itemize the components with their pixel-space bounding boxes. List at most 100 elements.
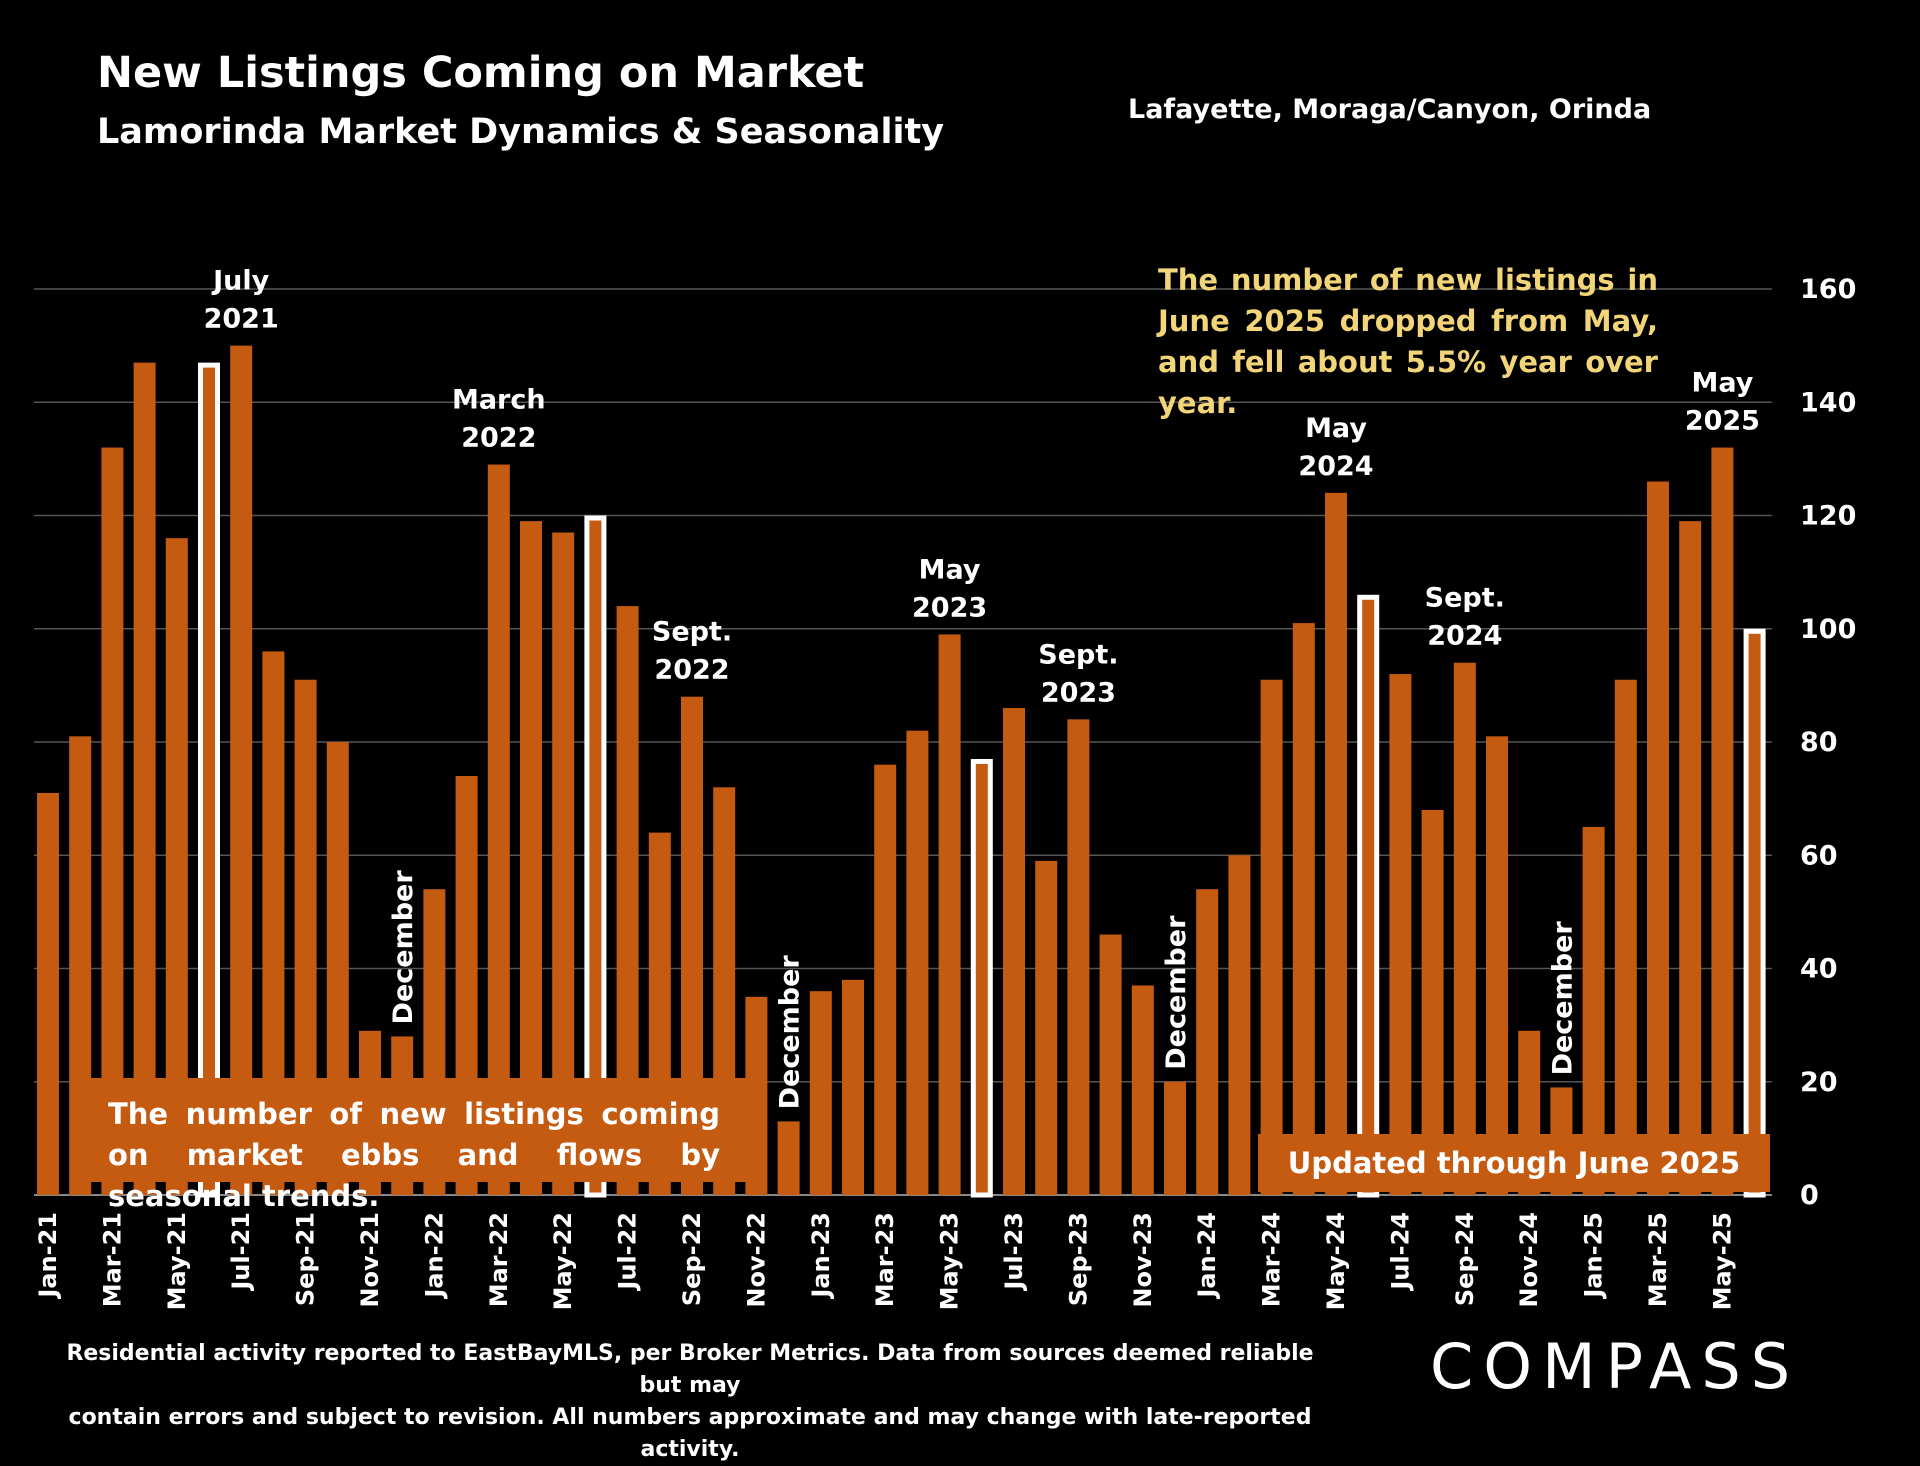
- bar: [1003, 708, 1025, 1195]
- bar-highlight: [1743, 628, 1766, 1198]
- x-tick-label: Jul-21: [227, 1212, 255, 1292]
- bar: [552, 532, 575, 1195]
- x-tick-label: Jan-24: [1193, 1212, 1221, 1300]
- bar: [133, 362, 156, 1195]
- x-tick-label: Jan-25: [1580, 1212, 1608, 1300]
- x-tick-label: Nov-21: [356, 1212, 384, 1308]
- y-tick-label: 160: [1800, 274, 1856, 305]
- footer-line-1: Residential activity reported to EastBay…: [66, 1341, 1314, 1398]
- bar: [681, 696, 703, 1195]
- seasonal-note: The number of new listings coming on mar…: [70, 1078, 750, 1213]
- bar: [487, 464, 510, 1196]
- bar: [1647, 481, 1669, 1195]
- x-tick-label: Nov-23: [1129, 1212, 1157, 1308]
- updated-note: Updated through June 2025: [1258, 1134, 1770, 1192]
- y-tick-label: 100: [1800, 614, 1856, 645]
- x-tick-label: Sep-24: [1451, 1212, 1479, 1306]
- x-tick-label: Sep-22: [678, 1212, 706, 1306]
- y-tick-label: 20: [1800, 1067, 1838, 1098]
- x-tick-label: Mar-21: [98, 1212, 126, 1307]
- bar: [745, 996, 768, 1195]
- annotation-label: Sept.: [652, 617, 732, 648]
- annotation-label: May: [1691, 368, 1753, 399]
- annotation-label: December: [388, 870, 419, 1025]
- y-tick-label: 140: [1800, 387, 1856, 418]
- bar: [1389, 674, 1412, 1195]
- y-tick-label: 80: [1800, 727, 1838, 758]
- chart-title: New Listings Coming on Market: [97, 48, 865, 98]
- bar: [874, 764, 897, 1195]
- footer-line-2: contain errors and subject to revision. …: [68, 1405, 1312, 1462]
- bar: [1453, 662, 1476, 1195]
- compass-logo: COMPASS: [1430, 1330, 1801, 1403]
- bar: [1196, 889, 1219, 1195]
- callout-text: The number of new listings in June 2025 …: [1158, 263, 1658, 420]
- annotation-label: 2023: [912, 592, 987, 623]
- x-tick-label: Mar-22: [485, 1212, 513, 1307]
- annotation-label: December: [775, 955, 806, 1110]
- bar: [1679, 521, 1702, 1195]
- bar: [1325, 492, 1347, 1196]
- annotation-label: 2022: [461, 423, 536, 454]
- bar-highlight: [1357, 594, 1380, 1198]
- x-tick-label: Mar-25: [1644, 1212, 1672, 1307]
- x-tick-label: May-25: [1708, 1212, 1736, 1310]
- bar: [1131, 985, 1154, 1195]
- bar: [1711, 447, 1734, 1195]
- annotation-label: March: [452, 385, 546, 416]
- y-tick-label: 120: [1800, 501, 1856, 532]
- bar: [809, 991, 832, 1195]
- bar: [906, 730, 929, 1195]
- x-tick-label: May-24: [1322, 1212, 1350, 1310]
- annotation-label: 2021: [204, 304, 279, 335]
- x-tick-label: Mar-23: [871, 1212, 899, 1307]
- bar: [37, 792, 59, 1195]
- x-tick-label: Jan-22: [420, 1212, 448, 1300]
- bar: [777, 1121, 800, 1195]
- bar: [1292, 623, 1315, 1195]
- x-tick-label: Nov-24: [1515, 1212, 1543, 1308]
- y-tick-label: 0: [1800, 1180, 1819, 1211]
- annotation-label: Sept.: [1425, 583, 1505, 614]
- bar: [230, 345, 253, 1195]
- footer-disclaimer: Residential activity reported to EastBay…: [60, 1338, 1320, 1466]
- bar: [1228, 855, 1251, 1195]
- x-tick-label: Jul-22: [614, 1212, 642, 1292]
- chart-subtitle: Lamorinda Market Dynamics & Seasonality: [97, 112, 945, 152]
- x-tick-label: Jan-21: [34, 1212, 62, 1300]
- annotation-label: 2025: [1685, 406, 1760, 437]
- x-tick-label: May-23: [936, 1212, 964, 1310]
- bar-highlight: [584, 515, 607, 1198]
- bar-highlight: [198, 362, 220, 1198]
- x-tick-label: Sep-23: [1064, 1212, 1092, 1306]
- bar: [1486, 736, 1508, 1195]
- y-tick-label: 60: [1800, 840, 1838, 871]
- annotation-label: December: [1547, 921, 1578, 1076]
- annotation-label: May: [1305, 413, 1367, 444]
- x-tick-label: Jan-23: [807, 1212, 835, 1300]
- annotation-label: May: [919, 554, 981, 585]
- annotation-label: July: [211, 266, 270, 297]
- x-tick-label: Sep-21: [292, 1212, 320, 1306]
- x-tick-label: Jul-23: [1000, 1212, 1028, 1292]
- y-tick-label: 40: [1800, 954, 1838, 985]
- x-tick-label: Jul-24: [1386, 1212, 1414, 1292]
- annotation-label: 2023: [1041, 677, 1116, 708]
- x-tick-label: May-21: [163, 1212, 191, 1310]
- bar: [1260, 679, 1283, 1195]
- annotation-label: 2024: [1298, 451, 1373, 482]
- bar: [1582, 826, 1605, 1195]
- region-label: Lafayette, Moraga/Canyon, Orinda: [1128, 94, 1652, 125]
- annotation-label: December: [1161, 915, 1192, 1070]
- bar: [842, 979, 864, 1195]
- x-tick-label: May-22: [549, 1212, 577, 1310]
- bar: [294, 679, 317, 1195]
- bar: [101, 447, 124, 1195]
- bar: [262, 651, 285, 1195]
- bar-highlight: [970, 758, 993, 1198]
- x-tick-label: Nov-22: [742, 1212, 770, 1308]
- bar: [1614, 679, 1637, 1195]
- bar: [1067, 719, 1090, 1195]
- annotation-label: Sept.: [1038, 639, 1118, 670]
